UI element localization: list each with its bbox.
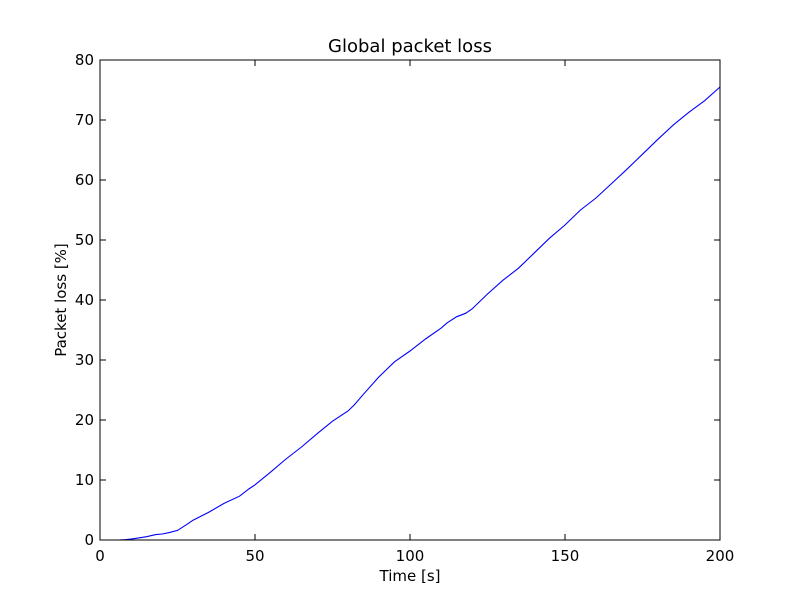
- y-tick-label: 40: [75, 291, 94, 309]
- x-tick-label: 150: [551, 547, 580, 565]
- y-tick-label: 50: [75, 231, 94, 249]
- chart-title: Global packet loss: [328, 36, 492, 57]
- x-axis-label: Time [s]: [379, 567, 441, 585]
- x-tick-label: 50: [245, 547, 264, 565]
- series-line-0: [100, 86, 721, 541]
- y-tick-label: 80: [75, 51, 94, 69]
- y-tick-label: 60: [75, 171, 94, 189]
- y-tick-label: 70: [75, 111, 94, 129]
- ticks-layer: 0 50 100 150 200 0 10 20 30 40 50 60 70 80: [75, 51, 734, 565]
- y-tick-label: 20: [75, 411, 94, 429]
- y-tick-label: 10: [75, 471, 94, 489]
- plot-frame: [99, 59, 721, 541]
- y-tick-label: 0: [84, 531, 94, 549]
- x-tick-label: 100: [396, 547, 425, 565]
- y-tick-label: 30: [75, 351, 94, 369]
- x-tick-label: 200: [706, 547, 735, 565]
- series-layer: [100, 86, 721, 541]
- y-axis-label: Packet loss [%]: [52, 243, 70, 357]
- x-tick-label: 0: [95, 547, 105, 565]
- plot-area: 0 50 100 150 200 0 10 20 30 40 50 60 70 80: [75, 51, 734, 565]
